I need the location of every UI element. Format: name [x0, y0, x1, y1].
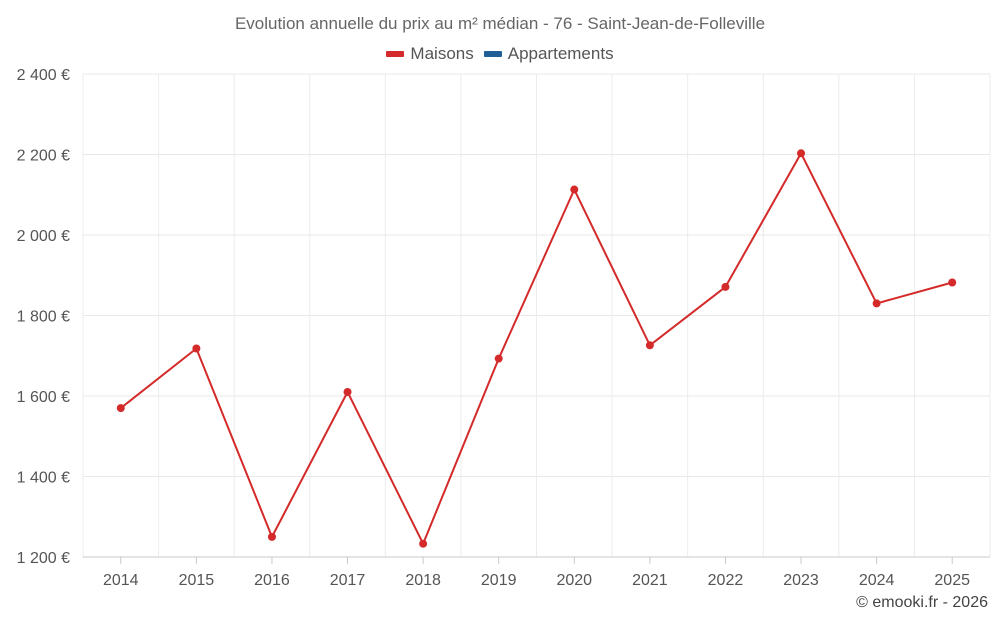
x-tick-label: 2024 — [859, 572, 895, 589]
x-tick-label: 2018 — [405, 572, 441, 589]
legend-swatch-maisons — [386, 51, 405, 57]
legend-item-maisons[interactable]: Maisons — [386, 44, 474, 64]
credit-text: © emooki.fr - 2026 — [856, 594, 988, 611]
data-point — [570, 185, 579, 194]
x-tick-label: 2014 — [103, 572, 139, 589]
chart-legend: Maisons Appartements — [0, 44, 1000, 64]
data-point — [343, 387, 352, 396]
legend-item-appartements[interactable]: Appartements — [483, 44, 614, 64]
data-point — [645, 341, 654, 350]
y-tick-label: 1 400 € — [17, 470, 70, 487]
x-tick-label: 2015 — [179, 572, 215, 589]
y-tick-label: 2 400 € — [17, 67, 70, 84]
series-line-maisons — [120, 152, 953, 545]
x-tick-label: 2020 — [556, 572, 592, 589]
x-tick-label: 2023 — [783, 572, 819, 589]
y-tick-label: 2 000 € — [17, 228, 70, 245]
x-tick-label: 2017 — [330, 572, 366, 589]
data-point — [872, 299, 881, 308]
y-tick-label: 1 600 € — [17, 389, 70, 406]
x-tick-label: 2016 — [254, 572, 290, 589]
legend-swatch-appartements — [483, 51, 502, 57]
data-point — [267, 532, 276, 541]
y-tick-label: 1 800 € — [17, 309, 70, 326]
chart-title: Evolution annuelle du prix au m² médian … — [234, 14, 766, 33]
x-tick-label: 2019 — [481, 572, 517, 589]
chart-axes: 1 200 € 1 400 € 1 600 € 1 800 € 2 000 € 2 200… — [17, 67, 990, 589]
x-tick-label: 2025 — [934, 572, 970, 589]
x-tick-label: 2022 — [708, 572, 744, 589]
y-tick-label: 1 200 € — [17, 550, 70, 567]
chart-series — [116, 149, 957, 548]
x-tick-label: 2021 — [632, 572, 668, 589]
data-point — [721, 282, 730, 291]
legend-label-maisons: Maisons — [410, 44, 474, 63]
data-point — [116, 404, 125, 413]
chart-grid — [82, 73, 991, 557]
data-point — [419, 539, 428, 548]
y-tick-label: 2 200 € — [17, 148, 70, 165]
data-point — [797, 149, 806, 158]
data-point — [948, 278, 957, 287]
data-point — [192, 344, 201, 353]
legend-label-appartements: Appartements — [507, 44, 614, 63]
data-point — [494, 354, 503, 363]
